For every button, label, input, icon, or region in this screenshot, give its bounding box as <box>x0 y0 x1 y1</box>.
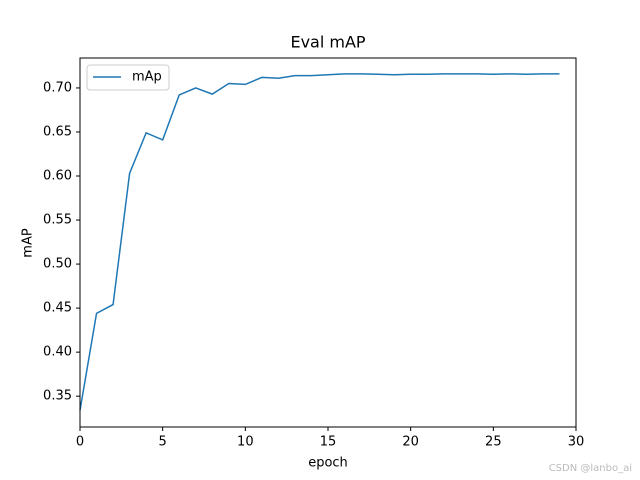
y-tick-label: 0.45 <box>43 301 72 316</box>
x-tick-label: 30 <box>568 435 585 450</box>
line <box>79 73 560 411</box>
x-tick-label: 5 <box>159 435 167 450</box>
x-tick-label: 25 <box>485 435 502 450</box>
y-tick-label: 0.55 <box>43 213 72 228</box>
y-tick-label: 0.65 <box>43 124 72 139</box>
y-axis-label: mAP <box>21 228 36 258</box>
y-tick-label: 0.70 <box>43 80 72 95</box>
x-tick-label: 0 <box>76 435 84 450</box>
y-tick-label: 0.60 <box>43 169 72 184</box>
x-tick-label: 20 <box>402 435 419 450</box>
x-axis-label: epoch <box>308 456 348 471</box>
x-tick-label: 10 <box>237 435 254 450</box>
watermark: CSDN @lanbo_ai <box>549 463 632 474</box>
y-tick-label: 0.50 <box>43 257 72 272</box>
y-tick-label: 0.40 <box>43 345 72 360</box>
legend-label: mAp <box>132 70 162 85</box>
chart-title: Eval mAP <box>290 33 365 52</box>
plot-frame <box>79 57 577 428</box>
y-tick-label: 0.35 <box>43 389 72 404</box>
legend-box <box>86 64 170 91</box>
x-tick-label: 15 <box>320 435 337 450</box>
